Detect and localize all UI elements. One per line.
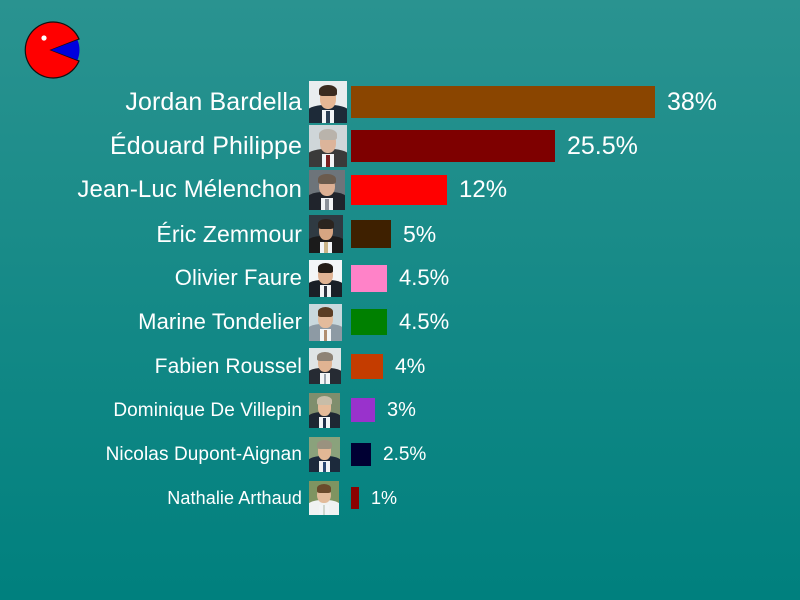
candidate-portrait xyxy=(309,348,341,384)
value-label: 3% xyxy=(387,399,416,421)
candidate-row: Éric Zemmour 5% xyxy=(0,212,800,256)
value-label: 38% xyxy=(667,87,718,116)
value-bar xyxy=(351,353,383,379)
value-bar xyxy=(351,487,359,509)
candidate-row: Nicolas Dupont-Aignan 2.5% xyxy=(0,432,800,476)
value-bar xyxy=(351,309,387,335)
candidate-portrait xyxy=(309,259,342,297)
candidate-row: Édouard Philippe 25.5% xyxy=(0,124,800,168)
candidate-name: Fabien Roussel xyxy=(154,354,302,378)
candidate-row: Jordan Bardella 38% xyxy=(0,80,800,124)
value-label: 5% xyxy=(403,220,437,247)
value-bar xyxy=(351,86,655,118)
candidate-name: Édouard Philippe xyxy=(109,131,302,160)
candidate-row: Dominique De Villepin 3% xyxy=(0,388,800,432)
pac-man-logo xyxy=(24,21,80,79)
candidate-portrait xyxy=(309,392,340,428)
candidate-name: Éric Zemmour xyxy=(156,220,302,247)
value-label: 4.5% xyxy=(399,309,450,334)
value-bar xyxy=(351,175,447,205)
value-label: 12% xyxy=(459,176,508,203)
candidate-row: Nathalie Arthaud 1% xyxy=(0,476,800,520)
value-bar xyxy=(351,130,555,162)
candidate-name: Marine Tondelier xyxy=(138,309,302,334)
value-label: 2.5% xyxy=(383,443,427,465)
value-bar xyxy=(351,264,387,292)
value-label: 25.5% xyxy=(567,131,638,160)
candidate-name: Jean-Luc Mélenchon xyxy=(77,176,302,203)
value-label: 4.5% xyxy=(399,265,450,290)
candidate-portrait xyxy=(309,125,347,167)
candidate-name: Jordan Bardella xyxy=(125,87,302,116)
candidate-row: Marine Tondelier 4.5% xyxy=(0,300,800,344)
candidate-portrait xyxy=(309,481,339,515)
value-bar xyxy=(351,220,391,248)
candidate-name: Olivier Faure xyxy=(174,265,302,290)
candidate-row: Jean-Luc Mélenchon 12% xyxy=(0,168,800,212)
value-label: 4% xyxy=(395,354,426,378)
candidate-row: Olivier Faure 4.5% xyxy=(0,256,800,300)
candidate-portrait xyxy=(309,170,345,210)
candidate-name: Nicolas Dupont-Aignan xyxy=(105,443,302,465)
candidate-portrait xyxy=(309,436,340,472)
candidate-row: Fabien Roussel 4% xyxy=(0,344,800,388)
value-label: 1% xyxy=(371,488,398,508)
value-bar xyxy=(351,398,375,422)
candidate-portrait xyxy=(309,303,342,341)
value-bar xyxy=(351,442,371,466)
candidate-portrait xyxy=(309,215,343,253)
candidate-name: Nathalie Arthaud xyxy=(167,488,302,508)
candidate-name: Dominique De Villepin xyxy=(113,399,302,421)
candidate-portrait xyxy=(309,81,347,123)
